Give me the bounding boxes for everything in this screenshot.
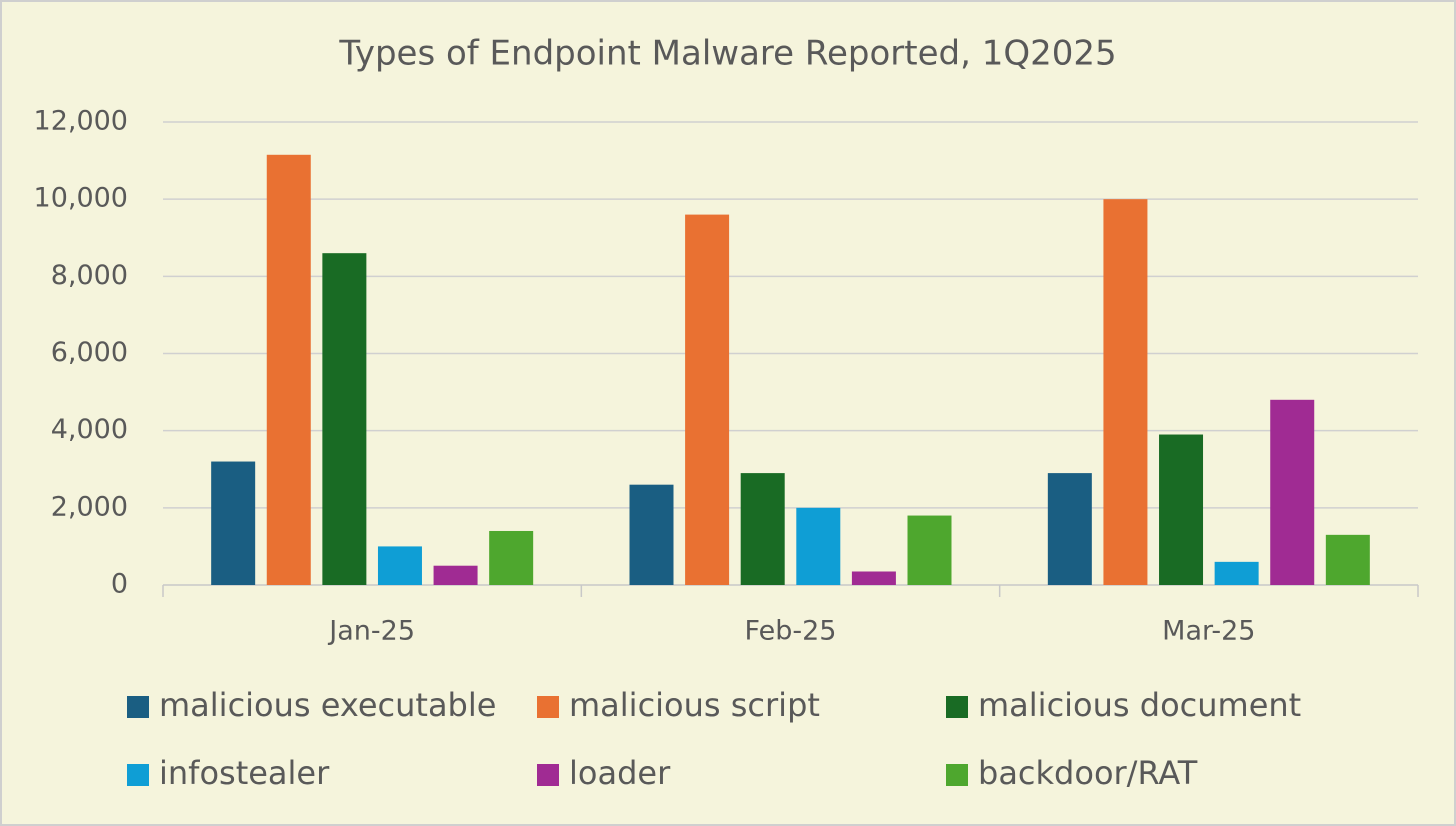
bar [851, 571, 896, 585]
bar [266, 154, 311, 585]
y-tick-label: 6,000 [51, 337, 128, 368]
bar [907, 515, 952, 585]
bar [1270, 399, 1315, 585]
bar [740, 473, 785, 585]
bar [796, 507, 841, 585]
y-tick-label: 0 [111, 569, 128, 600]
bar [1103, 199, 1148, 585]
legend-label: malicious document [978, 686, 1301, 724]
legend-swatch [537, 764, 559, 786]
chart-title: Types of Endpoint Malware Reported, 1Q20… [338, 34, 1116, 74]
bar [685, 214, 730, 585]
y-tick-label: 4,000 [51, 414, 128, 445]
x-tick-label: Mar-25 [1162, 616, 1255, 647]
bar [211, 461, 256, 585]
bar [1214, 561, 1259, 585]
bar [433, 565, 478, 585]
legend-swatch [946, 764, 968, 786]
y-tick-label: 8,000 [51, 260, 128, 291]
legend-swatch [946, 696, 968, 718]
bar [1047, 473, 1092, 585]
bar [322, 253, 367, 585]
y-tick-label: 10,000 [34, 183, 128, 214]
legend-label: malicious executable [159, 686, 496, 724]
bar [629, 484, 674, 585]
legend-label: backdoor/RAT [978, 754, 1198, 792]
legend-label: infostealer [159, 754, 330, 792]
legend-swatch [127, 764, 149, 786]
bar [377, 546, 422, 585]
x-tick-label: Feb-25 [745, 616, 837, 647]
y-tick-label: 12,000 [34, 106, 128, 137]
y-tick-label: 2,000 [51, 491, 128, 522]
bar [489, 530, 534, 585]
x-tick-label: Jan-25 [327, 616, 415, 647]
bar [1325, 534, 1370, 585]
legend-label: malicious script [569, 686, 820, 724]
legend-swatch [127, 696, 149, 718]
legend-swatch [537, 696, 559, 718]
legend-label: loader [569, 754, 671, 792]
bar [1159, 434, 1204, 585]
